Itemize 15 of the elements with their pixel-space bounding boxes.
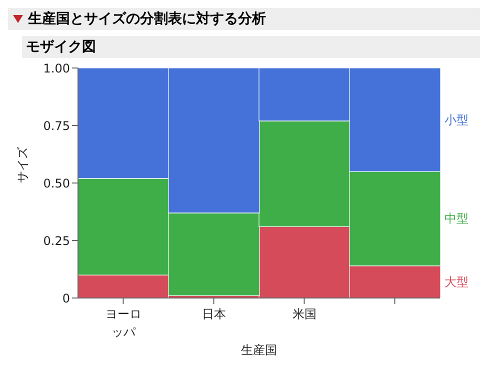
series-label: 中型 — [444, 212, 468, 226]
x-tick-label: 日本 — [202, 307, 226, 321]
x-tick-label: 米国 — [292, 307, 316, 321]
y-tick-label: 0.75 — [43, 118, 70, 133]
chart-title: 生産国とサイズの分割表に対する分析 — [28, 10, 266, 28]
series-label: 大型 — [444, 274, 468, 289]
chart-subtitle: モザイク図 — [26, 38, 96, 56]
y-tick-label: 1.00 — [43, 61, 70, 76]
y-axis-title: サイズ — [15, 146, 30, 183]
x-axis-title: 生産国 — [241, 343, 277, 357]
y-tick-label: 0.50 — [43, 176, 70, 190]
x-tick-label: ヨーロッパ — [105, 307, 142, 339]
y-tick-label: 0.25 — [43, 234, 70, 248]
series-label: 小型 — [444, 112, 468, 127]
y-tick-label: 0 — [62, 291, 70, 306]
